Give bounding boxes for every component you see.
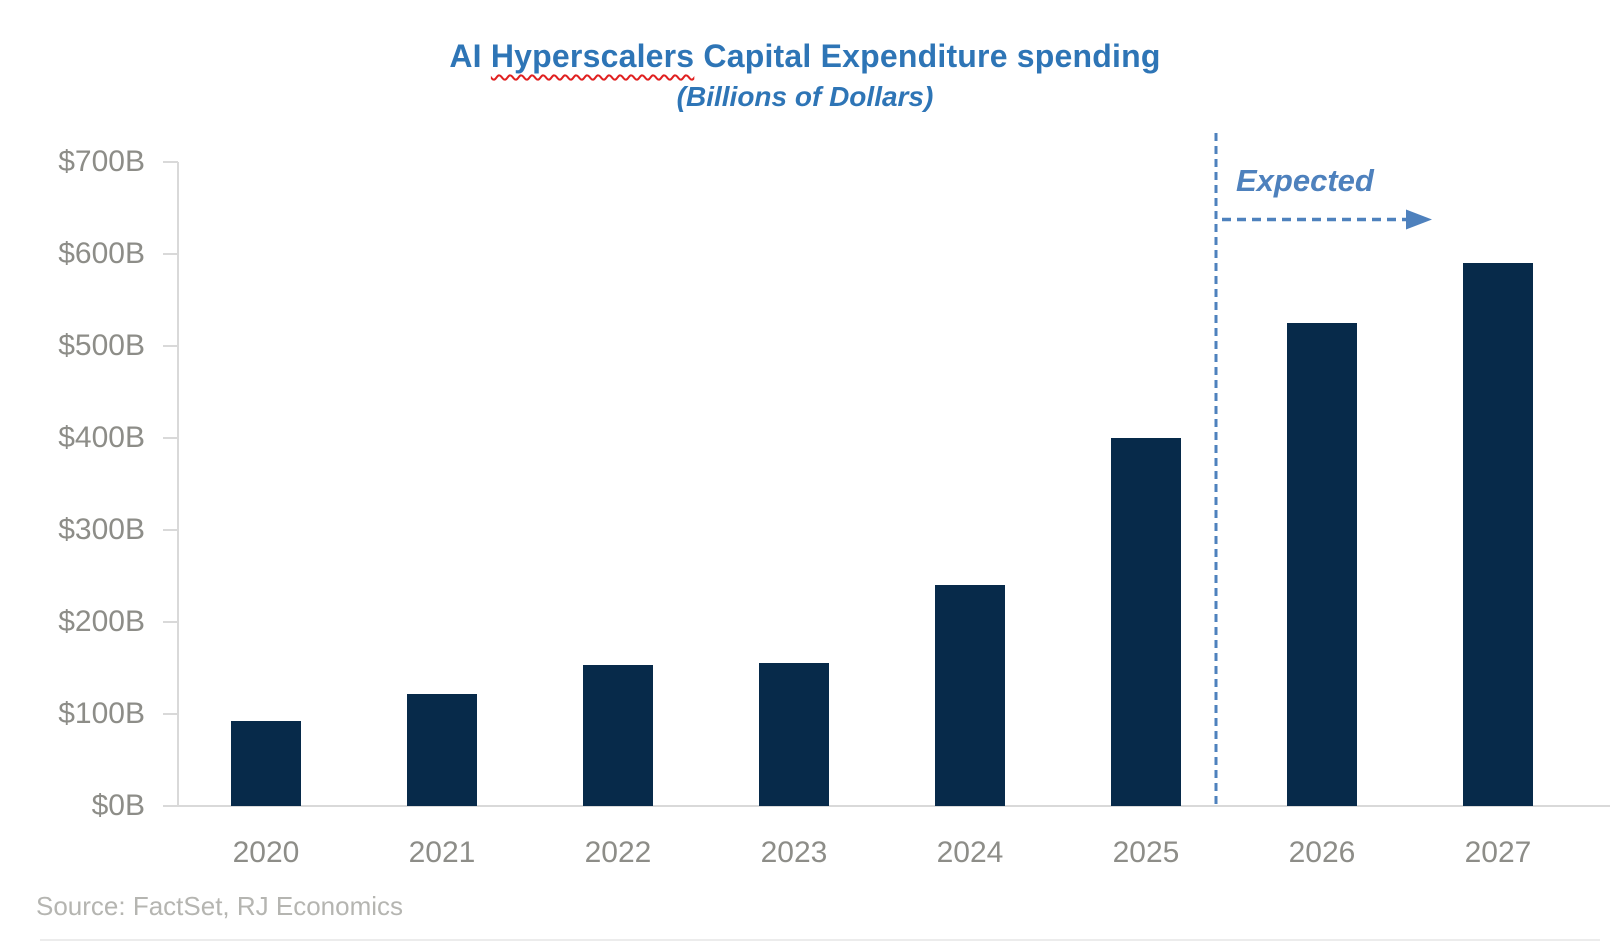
x-axis-label-2027: 2027: [1464, 836, 1532, 869]
y-axis-tick: [163, 345, 178, 347]
y-axis-label: $600B: [58, 237, 145, 270]
x-axis-label-2024: 2024: [936, 836, 1004, 869]
x-axis-label-2022: 2022: [584, 836, 652, 869]
chart-subtitle: (Billions of Dollars): [676, 81, 934, 112]
x-axis-label-2025: 2025: [1112, 836, 1180, 869]
bar-2021: [407, 693, 477, 806]
chart-title-misspelled-word: Hyperscalers: [490, 38, 695, 74]
y-axis-label: $0B: [91, 789, 145, 822]
x-axis-line: [163, 805, 1610, 807]
x-axis-label-2023: 2023: [760, 836, 828, 869]
source-text: Source: FactSet, RJ Economics: [36, 891, 404, 921]
y-axis-tick: [163, 253, 178, 255]
bar-2023: [759, 663, 829, 806]
y-axis-label: $300B: [58, 513, 145, 546]
chart-title-suffix: Capital Expenditure spending: [694, 38, 1161, 74]
expected-label: Expected: [1236, 163, 1374, 198]
x-axis-label-2021: 2021: [408, 836, 476, 869]
chart-title-prefix: AI: [449, 38, 491, 74]
y-axis-tick: [163, 621, 178, 623]
y-axis-label: $100B: [58, 697, 145, 730]
bar-2022: [583, 665, 653, 806]
y-axis-tick: [163, 161, 178, 163]
y-axis-tick: [163, 437, 178, 439]
y-axis-label: $400B: [58, 421, 145, 454]
y-axis-label: $500B: [58, 329, 145, 362]
bar-2027: [1463, 263, 1533, 806]
bar-2024: [935, 585, 1005, 806]
bottom-border-line: [40, 939, 1600, 941]
x-axis-label-2020: 2020: [232, 836, 300, 869]
y-axis-tick: [163, 713, 178, 715]
y-axis-label: $200B: [58, 605, 145, 638]
expected-arrowhead-icon: [1406, 209, 1432, 230]
bar-2025: [1111, 438, 1181, 806]
y-axis-line: [177, 162, 179, 806]
y-axis-label: $700B: [58, 145, 145, 178]
bar-2020: [231, 721, 301, 806]
x-axis-label-2026: 2026: [1288, 836, 1356, 869]
chart-title: AI Hyperscalers Capital Expenditure spen…: [0, 38, 1610, 75]
bar-2026: [1287, 323, 1357, 806]
y-axis-tick: [163, 529, 178, 531]
